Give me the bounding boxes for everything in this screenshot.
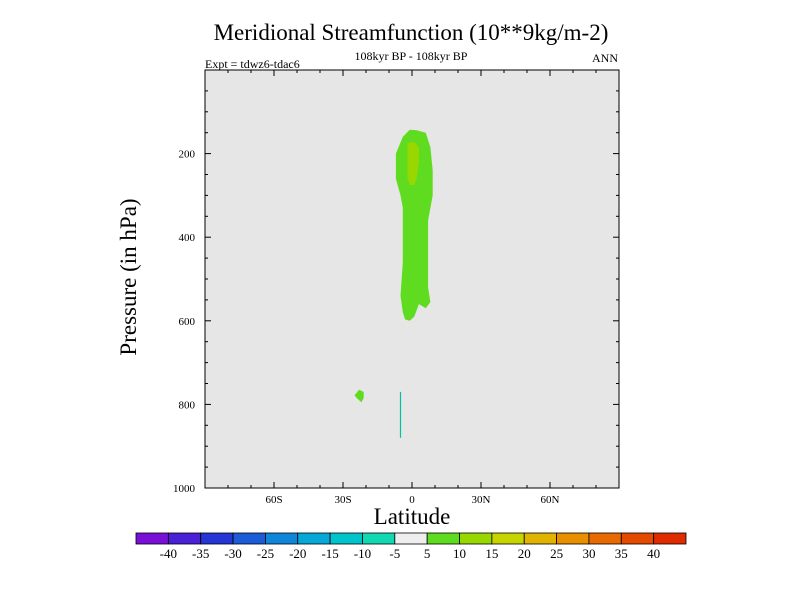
colorbar-swatch xyxy=(394,532,428,545)
x-tick-label: 30S xyxy=(334,494,351,506)
y-tick-label: 1000 xyxy=(173,483,196,495)
colorbar-swatch xyxy=(491,532,525,545)
colorbar-swatch xyxy=(556,532,590,545)
colorbar-label: 15 xyxy=(485,546,498,561)
colorbar-swatch xyxy=(297,532,331,545)
chart-subtitle: 108kyr BP - 108kyr BP xyxy=(355,49,468,63)
axis-ticks: 60S 30S 0 30N 60N 200 400 600 800 1000 xyxy=(173,70,619,506)
colorbar-label: -10 xyxy=(354,546,371,561)
colorbar-swatch xyxy=(426,532,460,545)
x-tick-label: 30N xyxy=(472,494,491,506)
colorbar-label: 10 xyxy=(453,546,466,561)
x-axis-label: Latitude xyxy=(374,504,451,529)
colorbar-label: 20 xyxy=(518,546,531,561)
colorbar-swatch xyxy=(232,532,266,545)
colorbar-label: -15 xyxy=(321,546,338,561)
colorbar-swatch xyxy=(329,532,363,545)
colorbar-swatch xyxy=(588,532,622,545)
colorbar-label: 30 xyxy=(582,546,595,561)
colorbar-label: 5 xyxy=(424,546,431,561)
colorbar-label: 40 xyxy=(647,546,660,561)
y-tick-label: 400 xyxy=(179,232,196,244)
colorbar-label: -20 xyxy=(289,546,306,561)
x-tick-label: 60S xyxy=(265,494,282,506)
colorbar-label: -35 xyxy=(192,546,209,561)
colorbar-swatch xyxy=(167,532,202,545)
contour-10-15-core xyxy=(407,141,419,185)
contour-layer xyxy=(354,129,433,438)
colorbar-label: 25 xyxy=(550,546,563,561)
colorbar-label: 35 xyxy=(615,546,628,561)
colorbar-swatch xyxy=(459,532,493,545)
colorbar-swatch xyxy=(265,532,299,545)
colorbar-label: -30 xyxy=(224,546,241,561)
colorbar-label: -40 xyxy=(160,546,177,561)
colorbar-swatch xyxy=(135,532,169,545)
colorbar-swatch xyxy=(362,532,396,545)
colorbar-swatch xyxy=(653,532,687,545)
y-tick-label: 600 xyxy=(179,316,196,328)
colorbar-swatch xyxy=(523,532,557,545)
chart-title: Meridional Streamfunction (10**9kg/m-2) xyxy=(214,20,609,45)
colorbar: -40 -35 -30 -25 -20 -15 -10 -5 5 10 15 20 25 30 35 40 xyxy=(135,532,687,561)
y-axis-label: Pressure (in hPa) xyxy=(116,198,141,355)
colorbar-label: -5 xyxy=(389,546,400,561)
x-tick-label: 60N xyxy=(541,494,560,506)
contour-5-10-upper xyxy=(395,129,433,321)
y-tick-label: 800 xyxy=(179,399,196,411)
contour-5-10-small xyxy=(354,389,364,403)
colorbar-swatch xyxy=(620,532,655,545)
colorbar-swatch xyxy=(200,532,234,545)
experiment-label: Expt = tdwz6-tdac6 xyxy=(205,57,300,71)
x-tick-label: 0 xyxy=(409,494,415,506)
colorbar-label: -25 xyxy=(257,546,274,561)
y-tick-label: 200 xyxy=(179,149,196,161)
season-label: ANN xyxy=(592,51,618,65)
